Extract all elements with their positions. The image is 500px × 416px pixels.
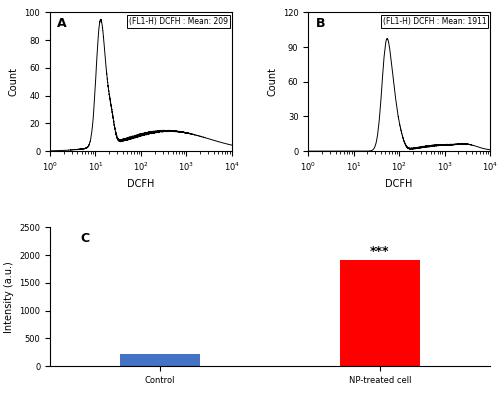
X-axis label: DCFH: DCFH <box>386 179 413 189</box>
Text: C: C <box>81 232 90 245</box>
Text: (FL1-H) DCFH : Mean: 209: (FL1-H) DCFH : Mean: 209 <box>129 17 228 26</box>
Y-axis label: Intensity (a.u.): Intensity (a.u.) <box>4 261 14 333</box>
Text: B: B <box>316 17 325 30</box>
Bar <box>340 260 419 366</box>
Text: (FL1-H) DCFH : Mean: 1911: (FL1-H) DCFH : Mean: 1911 <box>382 17 486 26</box>
Y-axis label: Count: Count <box>267 67 277 97</box>
Text: A: A <box>58 17 67 30</box>
Text: ***: *** <box>370 245 390 258</box>
Y-axis label: Count: Count <box>9 67 19 97</box>
X-axis label: DCFH: DCFH <box>127 179 154 189</box>
Bar <box>120 354 200 366</box>
